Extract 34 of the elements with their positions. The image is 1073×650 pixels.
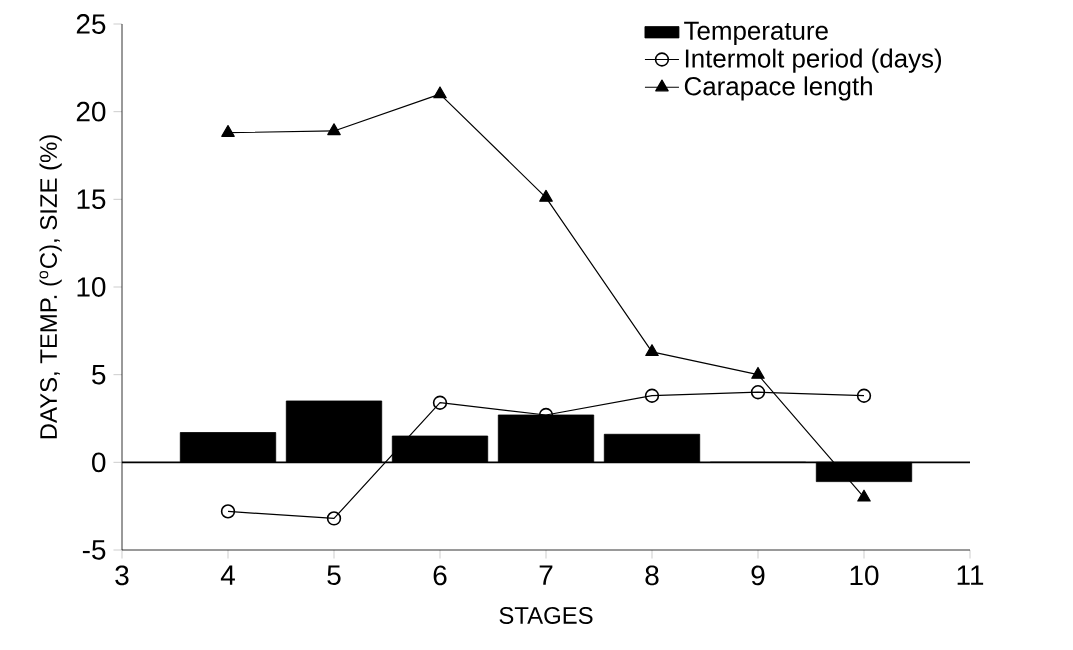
x-tick-label: 9 (751, 565, 765, 586)
x-tick-label: 10 (850, 565, 879, 586)
legend-label: Carapace length (684, 76, 872, 101)
x-tick-label: 7 (539, 565, 553, 585)
point (750, 385, 766, 400)
point (432, 395, 448, 410)
y-axis-title: DAYS, TEMP. ($^{o}$C), SIZE (%) (39, 135, 62, 439)
point (220, 504, 236, 519)
y-tick-label: 5 (92, 364, 106, 385)
point (856, 388, 872, 403)
x-tick-label: 6 (433, 565, 447, 586)
y-tick-label: 25 (76, 14, 106, 34)
point (751, 366, 765, 379)
legend-label: Temperature (684, 21, 828, 46)
y-tick-label: 15 (77, 189, 106, 210)
y-tick-label: -5 (82, 540, 106, 560)
legend-label: Intermolt period (days) (685, 48, 942, 73)
x-tick-label: 8 (645, 565, 659, 586)
x-tick-label: 4 (220, 565, 235, 585)
point (644, 388, 660, 403)
point (433, 86, 447, 99)
y-tick-label: 0 (92, 452, 106, 473)
x-axis-title: STAGES (499, 606, 593, 624)
point (857, 489, 871, 502)
x-tick-label: 3 (115, 565, 129, 586)
point (327, 123, 341, 136)
y-tick-label: 10 (77, 277, 106, 297)
x-tick-label: 5 (327, 565, 341, 586)
point (326, 511, 342, 526)
point (221, 124, 235, 137)
point (645, 344, 659, 357)
point (539, 189, 553, 202)
y-tick-label: 20 (76, 101, 106, 122)
x-tick-label: 11 (957, 565, 984, 585)
